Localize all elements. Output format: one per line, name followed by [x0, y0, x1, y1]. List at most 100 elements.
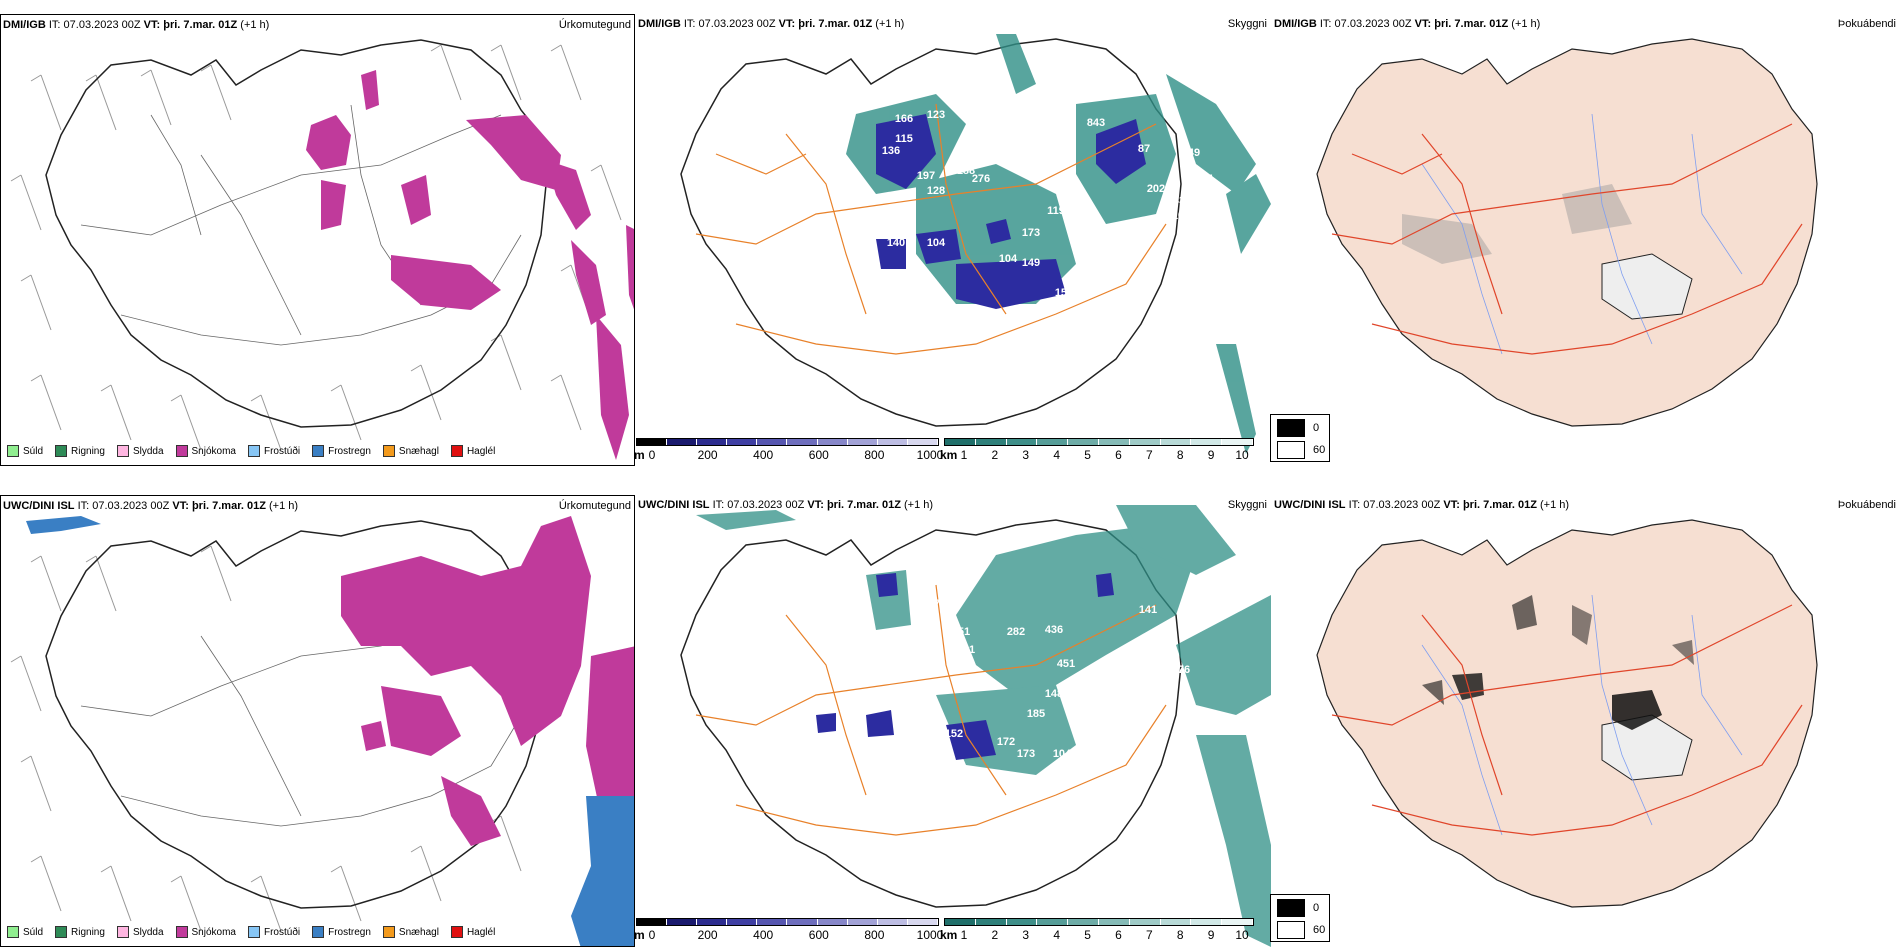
colorbar-tick: 1000 [916, 928, 944, 942]
legend-swatch [116, 926, 129, 938]
iceland-coastline [680, 38, 1182, 427]
colorbar-tick: 9 [1207, 448, 1215, 462]
cloud-ceiling-panel-1: 166 123 115 136 197 188 128 276 843 87 249 354 202 14… [636, 14, 1271, 466]
legend-label: Haglél [466, 926, 496, 938]
road-network [1331, 123, 1803, 355]
legend-swatch [450, 445, 463, 457]
road-network [1331, 604, 1803, 836]
colorbar-bin [817, 439, 848, 445]
colorbar-tick: 7 [1145, 928, 1153, 942]
visibility-unit: km [940, 928, 958, 942]
visibility-areas [696, 505, 1271, 947]
colorbar-tick: 6 [1115, 448, 1122, 462]
legend-item: Haglél [450, 445, 496, 457]
ceiling-label: 104 [999, 253, 1018, 265]
legend-swatch [382, 445, 395, 457]
ceiling-label: 128 [927, 185, 945, 197]
ceiling-label: 189 [1117, 744, 1135, 756]
iceland-coastline [45, 39, 547, 428]
ceiling-label: 149 [1022, 257, 1040, 269]
fog-scale-swatch [1277, 921, 1305, 939]
legend-label: Haglél [466, 445, 496, 457]
legend-item: Snjókoma [175, 445, 236, 457]
ceiling-label: 176 [1103, 720, 1121, 732]
fog-index-panel-1: DMI/IGB IT: 07.03.2023 00Z VT: þri. 7.ma… [1272, 14, 1900, 466]
colorbar-tick: 800 [864, 448, 885, 462]
colorbar-bin [1037, 439, 1069, 445]
legend-swatch [312, 926, 325, 938]
panel-header: DMI/IGB IT: 07.03.2023 00Z VT: þri. 7.ma… [638, 18, 905, 30]
legend-item: Haglél [450, 926, 496, 938]
ceiling-label: 115 [895, 133, 913, 145]
colorbar-bin [757, 919, 788, 925]
legend-item: Frostúði [247, 445, 300, 457]
road-network [695, 103, 1167, 355]
iceland-land [1316, 38, 1818, 427]
ceiling-label: 109 [1172, 210, 1190, 222]
freezing-rain-area [26, 516, 101, 534]
colorbar-tick: 3 [1022, 928, 1030, 942]
colorbar-tick: 1000 [916, 448, 944, 462]
rivers [1421, 113, 1743, 355]
colorbar-bin [757, 439, 788, 445]
rivers [1421, 594, 1743, 836]
colorbar-bin [975, 919, 1007, 925]
cloud-ceiling-panel-2: 247 451 282 281 436 451 141 148 476 92 185 152 172 17… [636, 495, 1271, 947]
ceiling-label: 148 [1045, 688, 1063, 700]
colorbar-bin [1129, 919, 1161, 925]
ceiling-label: 133 [895, 719, 913, 731]
colorbar-tick: 9 [1207, 928, 1215, 942]
low-ceiling-areas [816, 573, 1114, 760]
fog-scale-swatch [1277, 899, 1305, 917]
colorbar-bin [1098, 919, 1130, 925]
freezing-rain-coast [571, 796, 634, 946]
colorbar-bin [847, 439, 878, 445]
colorbar-bin [727, 439, 758, 445]
panel-title: Úrkomutegund [558, 500, 631, 512]
fog-scale-row: 60 [1277, 921, 1325, 939]
precip-type-map-1 [10, 39, 634, 460]
colorbar-tick: 7 [1145, 448, 1153, 462]
ceiling-label: 436 [1045, 624, 1063, 636]
colorbar-tick: 5 [1084, 928, 1091, 942]
colorbar-tick: 8 [1176, 928, 1184, 942]
ceiling-label: 166 [895, 113, 913, 125]
ceiling-label: 119 [1047, 205, 1065, 217]
colorbar-bin [1160, 919, 1192, 925]
visibility-areas [846, 34, 1271, 454]
ceiling-label: 172 [997, 736, 1015, 748]
panel-header: UWC/DINI ISL IT: 07.03.2023 00Z VT: þri.… [638, 499, 934, 511]
legend-swatch [247, 926, 260, 938]
colorbar-bin [697, 919, 728, 925]
ceiling-label: 202 [1147, 183, 1165, 195]
ceiling-label: 143 [1167, 195, 1185, 207]
colorbar-tick: 4 [1053, 928, 1060, 942]
glacier [1601, 253, 1693, 320]
ceiling-label: 123 [927, 109, 945, 121]
road-network [80, 104, 522, 346]
visibility-unit: km [940, 448, 958, 462]
panel-header: DMI/IGB IT: 07.03.2023 00Z VT: þri. 7.ma… [3, 19, 270, 31]
legend-item: Slydda [116, 445, 164, 457]
fog-scale-swatch [1277, 419, 1305, 437]
colorbar-bin [667, 439, 698, 445]
ceiling-label: 249 [1182, 147, 1200, 159]
panel-header: UWC/DINI ISL IT: 07.03.2023 00Z VT: þri.… [3, 500, 299, 512]
colorbar-bin [907, 919, 938, 925]
legend-swatch [175, 926, 188, 938]
colorbar-tick: 200 [697, 448, 718, 462]
legend-item: Frostregn [312, 926, 371, 938]
fog-scale-row: 0 [1277, 419, 1319, 437]
legend-item: Frostregn [312, 445, 371, 457]
colorbar-bin [667, 919, 698, 925]
legend-item: Snæhagl [382, 926, 439, 938]
legend-label: Frostúði [263, 926, 301, 938]
ceiling-label: 211 [1152, 243, 1170, 255]
snowfall-areas [341, 516, 634, 846]
legend-swatch [7, 926, 19, 938]
colorbar-bin [1068, 919, 1099, 925]
panel-title: Þokuábendi [1837, 499, 1896, 511]
colorbar-tick: 2 [991, 928, 999, 942]
